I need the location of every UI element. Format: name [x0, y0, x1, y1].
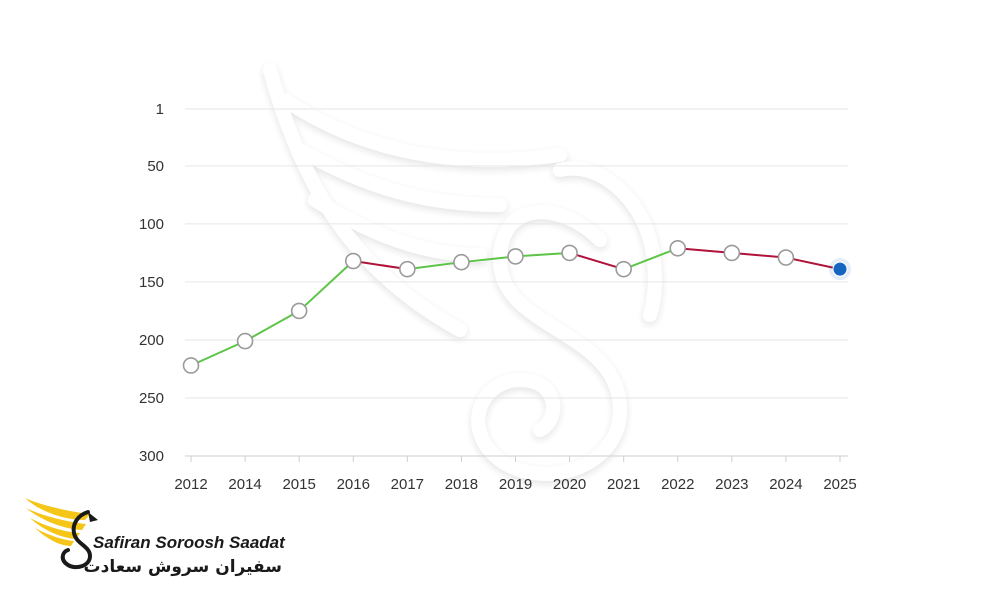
- series-segment: [461, 255, 516, 264]
- swan-watermark: [263, 63, 662, 481]
- data-point[interactable]: [453, 253, 470, 271]
- series-segment: [515, 251, 570, 258]
- data-point[interactable]: [561, 244, 578, 262]
- data-point[interactable]: [182, 357, 200, 374]
- company-logo: Safiran Soroosh Saadat سفیران سروش سعادت: [25, 498, 286, 577]
- x-tick-label: 2015: [282, 476, 315, 493]
- data-point[interactable]: [507, 248, 524, 265]
- data-point[interactable]: [236, 332, 254, 350]
- data-point[interactable]: [723, 244, 741, 262]
- series-segment: [353, 260, 408, 271]
- data-point[interactable]: [290, 302, 308, 320]
- x-tick-label: 2023: [715, 476, 748, 493]
- x-tick-label: 2017: [391, 476, 424, 493]
- y-tick-label: 1: [156, 101, 164, 118]
- x-tick-label: 2022: [661, 476, 694, 493]
- data-point-current[interactable]: [832, 261, 848, 277]
- x-tick-label: 2024: [769, 476, 802, 493]
- x-tick-label: 2019: [499, 476, 532, 493]
- y-tick-label: 250: [139, 390, 164, 407]
- y-tick-label: 100: [139, 216, 164, 233]
- wing-icon: [25, 498, 98, 570]
- y-tick-label: 50: [147, 158, 164, 175]
- series-segment: [244, 310, 300, 342]
- x-tick-label: 2021: [607, 476, 640, 493]
- x-tick-label: 2020: [553, 476, 586, 493]
- y-tick-label: 300: [139, 448, 164, 465]
- x-tick-label: 2014: [228, 476, 261, 493]
- x-tick-label: 2016: [337, 476, 370, 493]
- data-point[interactable]: [669, 239, 687, 257]
- series-segment: [677, 247, 732, 254]
- logo-text-fa: سفیران سروش سعادت: [84, 557, 282, 577]
- y-tick-label: 150: [139, 274, 164, 291]
- series-segment: [623, 247, 679, 271]
- x-tick-label: 2018: [445, 476, 478, 493]
- series-segment: [569, 251, 624, 271]
- series-segment: [407, 261, 462, 271]
- logo-text-en: Safiran Soroosh Saadat: [93, 533, 286, 552]
- y-tick-label: 200: [139, 332, 164, 349]
- data-point[interactable]: [344, 252, 362, 270]
- series-segment: [731, 251, 787, 259]
- series-segment: [298, 260, 354, 312]
- series-segment: [785, 256, 841, 271]
- data-point[interactable]: [777, 249, 795, 266]
- data-point[interactable]: [399, 260, 416, 278]
- series-segment: [190, 340, 246, 367]
- data-point[interactable]: [615, 260, 632, 278]
- x-tick-label: 2025: [823, 476, 856, 493]
- x-tick-label: 2012: [174, 476, 207, 493]
